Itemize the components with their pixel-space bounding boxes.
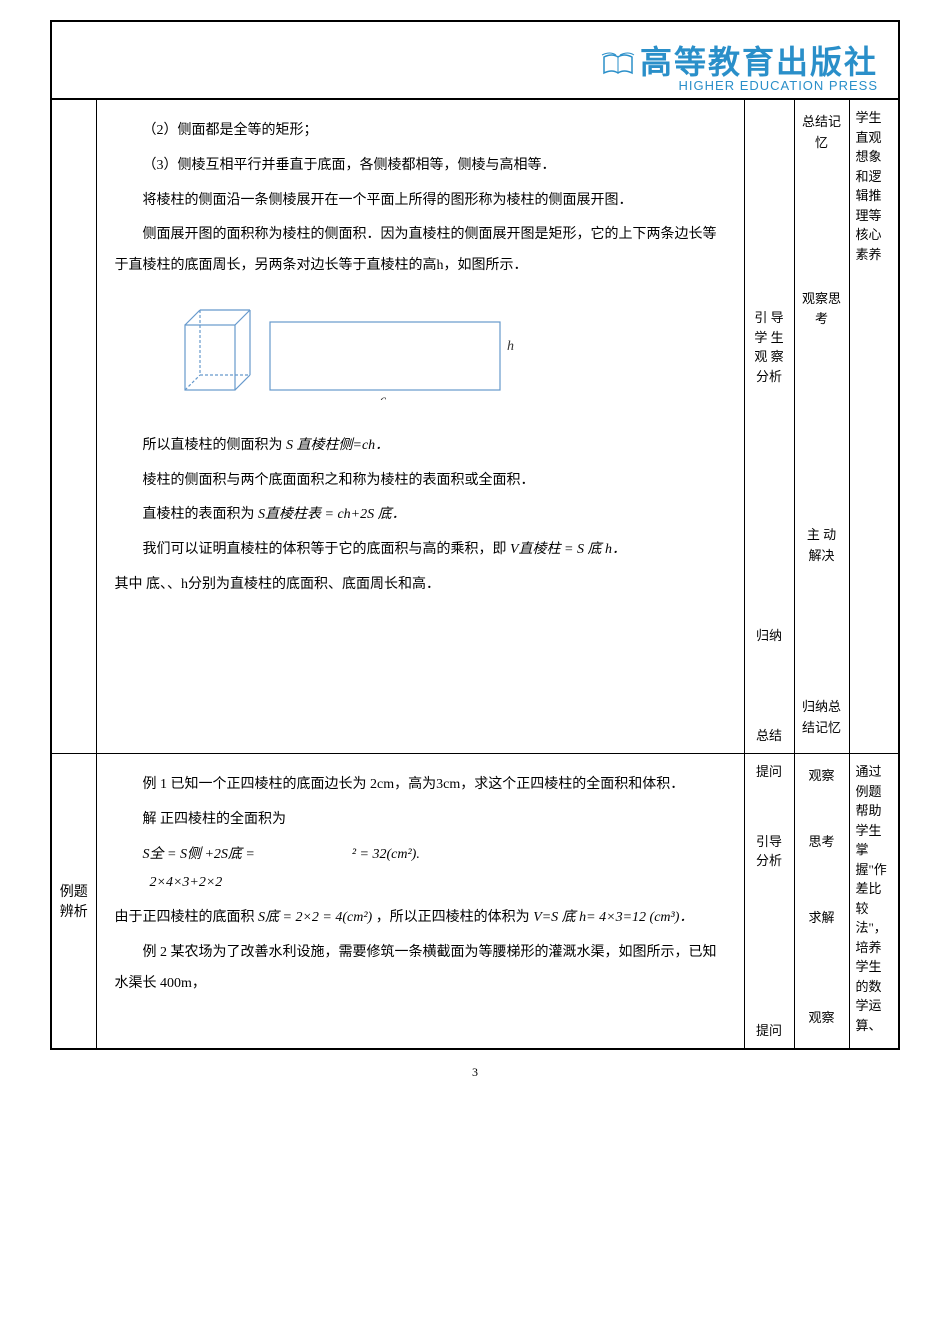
para: 直棱柱的表面积为 S直棱柱表 = ch+2S 底． bbox=[115, 500, 726, 531]
teacher-action: 提问 bbox=[751, 1021, 788, 1041]
section1-label bbox=[51, 99, 96, 754]
para: （3）侧棱互相平行并垂直于底面，各侧棱都相等，侧棱与高相等． bbox=[115, 151, 726, 182]
para: 其中 底、、h分别为直棱柱的底面积、底面周长和高． bbox=[115, 570, 726, 601]
formula: S 直棱柱侧=ch． bbox=[286, 438, 389, 453]
publisher-name-cn: 高等教育出版社 bbox=[640, 37, 878, 83]
formula: S直棱柱表 = ch+2S 底． bbox=[258, 507, 406, 522]
formula: V=S 底 h= 4×3=12 (cm³)． bbox=[533, 910, 693, 925]
section2-student: 观察 思考 求解 观察 bbox=[794, 754, 849, 1050]
example2: 例 2 某农场为了改善水利设施，需要修筑一条横截面为等腰梯形的灌溉水渠，如图所示… bbox=[115, 938, 726, 1000]
para: 棱柱的侧面积与两个底面面积之和称为棱柱的表面积或全面积． bbox=[115, 466, 726, 497]
text: 由于正四棱柱的底面积 bbox=[115, 910, 255, 925]
publisher-text: 高等教育出版社 HIGHER EDUCATION PRESS bbox=[640, 37, 878, 93]
section2-teacher: 提问 引导分析 提问 bbox=[744, 754, 794, 1050]
teacher-action: 总结 bbox=[751, 726, 788, 746]
section1-teacher: 引 导学 生观 察分析 归纳 总结 bbox=[744, 99, 794, 754]
section1-content: （2）侧面都是全等的矩形； （3）侧棱互相平行并垂直于底面，各侧棱都相等，侧棱与… bbox=[96, 99, 744, 754]
student-action: 观察思考 bbox=[801, 289, 843, 331]
section1-intent: 学生直观想象和逻辑推理等核心素养 bbox=[849, 99, 899, 754]
para: 由于正四棱柱的底面积 S底 = 2×2 = 4(cm²) ，所以正四棱柱的体积为… bbox=[115, 903, 726, 934]
student-action: 观察 bbox=[801, 1008, 843, 1029]
teacher-action: 归纳 bbox=[751, 626, 788, 646]
formula: 2×4×3+2×2 bbox=[150, 875, 223, 890]
label-c: c bbox=[380, 393, 387, 400]
book-logo-icon bbox=[600, 49, 632, 81]
formula-line2: 2×4×3+2×2 bbox=[115, 868, 726, 899]
text: 我们可以证明直棱柱的体积等于它的底面积与高的乘积，即 bbox=[143, 542, 507, 557]
teacher-action: 引 导学 生观 察分析 bbox=[751, 308, 788, 386]
example1: 例 1 已知一个正四棱柱的底面边长为 2cm，高为3cm，求这个正四棱柱的全面积… bbox=[115, 770, 726, 801]
label-h: h bbox=[507, 339, 514, 354]
publisher-logo: 高等教育出版社 HIGHER EDUCATION PRESS bbox=[600, 37, 878, 93]
solution-label: 解 正四棱柱的全面积为 bbox=[115, 805, 726, 836]
text: ，所以正四棱柱的体积为 bbox=[376, 910, 530, 925]
formula: ² = 32(cm²). bbox=[352, 847, 420, 862]
section2-content: 例 1 已知一个正四棱柱的底面边长为 2cm，高为3cm，求这个正四棱柱的全面积… bbox=[96, 754, 744, 1050]
text: 直棱柱的表面积为 bbox=[143, 507, 255, 522]
para: 将棱柱的侧面沿一条侧棱展开在一个平面上所得的图形称为棱柱的侧面展开图． bbox=[115, 186, 726, 217]
student-action: 归纳总结记忆 bbox=[801, 697, 843, 739]
section1-student: 总结记忆 观察思考 主 动解决 归纳总结记忆 bbox=[794, 99, 849, 754]
student-action: 思考 bbox=[801, 832, 843, 853]
page-number: 3 bbox=[50, 1065, 900, 1080]
section2-label: 例题辨析 bbox=[51, 754, 96, 1050]
lesson-table: （2）侧面都是全等的矩形； （3）侧棱互相平行并垂直于底面，各侧棱都相等，侧棱与… bbox=[50, 98, 900, 1050]
section2-intent: 通过例题帮助学生掌握"作差比较法"，培养学生的数学运算、 bbox=[849, 754, 899, 1050]
student-action: 总结记忆 bbox=[801, 112, 843, 154]
para: （2）侧面都是全等的矩形； bbox=[115, 116, 726, 147]
student-action: 主 动解决 bbox=[801, 525, 843, 567]
student-action: 观察 bbox=[801, 766, 843, 787]
text: 所以直棱柱的侧面积为 bbox=[143, 438, 283, 453]
para: 侧面展开图的面积称为棱柱的侧面积．因为直棱柱的侧面展开图是矩形，它的上下两条边长… bbox=[115, 220, 726, 282]
teacher-action: 提问 bbox=[751, 762, 788, 782]
formula: S全 = S侧 +2S底 = bbox=[143, 847, 255, 862]
para: 所以直棱柱的侧面积为 S 直棱柱侧=ch． bbox=[115, 431, 726, 462]
prism-diagram: h c bbox=[175, 300, 726, 413]
formula: S底 = 2×2 = 4(cm²) bbox=[258, 910, 372, 925]
formula-line: S全 = S侧 +2S底 = ² = 32(cm²). bbox=[115, 840, 726, 871]
student-action: 求解 bbox=[801, 908, 843, 929]
para: 我们可以证明直棱柱的体积等于它的底面积与高的乘积，即 V直棱柱 = S 底 h． bbox=[115, 535, 726, 566]
publisher-header: 高等教育出版社 HIGHER EDUCATION PRESS bbox=[50, 20, 900, 98]
teacher-action: 引导分析 bbox=[751, 832, 788, 871]
formula: V直棱柱 = S 底 h． bbox=[510, 542, 626, 557]
